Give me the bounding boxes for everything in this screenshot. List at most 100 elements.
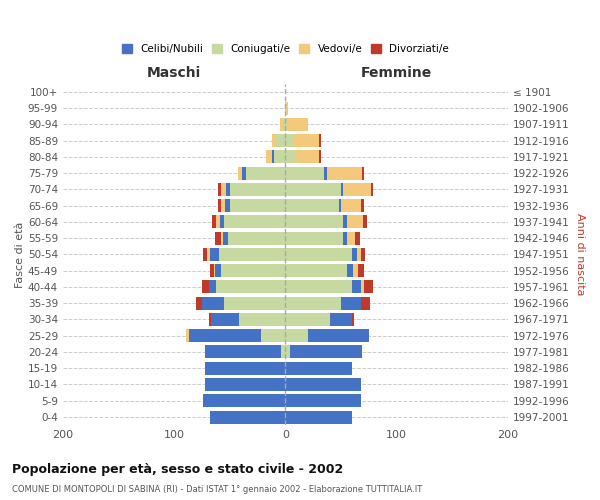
Bar <box>347 264 353 277</box>
Bar <box>221 232 223 244</box>
Bar <box>274 150 286 164</box>
Bar <box>238 166 242 179</box>
Bar <box>224 296 286 310</box>
Bar <box>210 248 218 261</box>
Bar <box>290 346 362 358</box>
Bar <box>286 118 287 131</box>
Bar <box>280 118 283 131</box>
Bar <box>215 264 221 277</box>
Bar <box>286 296 341 310</box>
Bar <box>211 313 239 326</box>
Bar <box>214 264 215 277</box>
Bar <box>225 199 230 212</box>
Bar <box>364 280 373 293</box>
Bar <box>196 296 202 310</box>
Bar <box>209 313 211 326</box>
Bar <box>355 232 360 244</box>
Bar <box>286 394 361 407</box>
Bar <box>218 248 286 261</box>
Bar <box>203 248 208 261</box>
Bar <box>286 410 352 424</box>
Bar <box>227 232 286 244</box>
Bar <box>223 232 227 244</box>
Text: COMUNE DI MONTOPOLI DI SABINA (RI) - Dati ISTAT 1° gennaio 2002 - Elaborazione T: COMUNE DI MONTOPOLI DI SABINA (RI) - Dat… <box>12 485 422 494</box>
Bar <box>230 199 286 212</box>
Bar <box>215 232 221 244</box>
Bar <box>286 232 343 244</box>
Y-axis label: Fasce di età: Fasce di età <box>15 221 25 288</box>
Bar <box>361 296 370 310</box>
Bar <box>226 183 230 196</box>
Bar <box>286 378 361 391</box>
Bar <box>319 134 321 147</box>
Bar <box>247 166 286 179</box>
Bar <box>347 216 363 228</box>
Bar <box>205 346 281 358</box>
Bar <box>294 134 319 147</box>
Bar <box>343 216 347 228</box>
Legend: Celibi/Nubili, Coniugati/e, Vedovi/e, Divorziati/e: Celibi/Nubili, Coniugati/e, Vedovi/e, Di… <box>119 41 452 58</box>
Bar <box>361 248 365 261</box>
Bar <box>218 199 221 212</box>
Bar <box>286 134 294 147</box>
Bar <box>224 216 286 228</box>
Bar <box>272 150 274 164</box>
Bar <box>341 183 343 196</box>
Bar <box>281 346 286 358</box>
Bar <box>202 296 224 310</box>
Bar <box>347 232 355 244</box>
Bar <box>343 183 371 196</box>
Bar <box>362 166 364 179</box>
Bar <box>188 329 261 342</box>
Bar <box>330 313 352 326</box>
Bar <box>205 378 286 391</box>
Bar <box>286 329 308 342</box>
Bar <box>361 199 364 212</box>
Bar <box>209 280 217 293</box>
Bar <box>356 248 361 261</box>
Bar <box>205 362 286 374</box>
Bar <box>221 199 225 212</box>
Bar <box>361 280 364 293</box>
Bar <box>210 264 214 277</box>
Bar <box>283 118 286 131</box>
Bar <box>286 183 341 196</box>
Text: Maschi: Maschi <box>147 66 201 80</box>
Bar <box>308 329 369 342</box>
Bar <box>208 248 210 261</box>
Bar <box>212 216 217 228</box>
Text: Popolazione per età, sesso e stato civile - 2002: Popolazione per età, sesso e stato civil… <box>12 462 343 475</box>
Bar <box>287 118 308 131</box>
Bar <box>272 134 277 147</box>
Bar <box>363 216 367 228</box>
Bar <box>218 183 221 196</box>
Bar <box>341 296 361 310</box>
Bar <box>230 183 286 196</box>
Bar <box>217 280 286 293</box>
Bar <box>326 166 362 179</box>
Text: Femmine: Femmine <box>361 66 432 80</box>
Bar <box>266 150 272 164</box>
Bar <box>286 264 347 277</box>
Bar <box>352 248 356 261</box>
Bar <box>277 134 286 147</box>
Bar <box>371 183 373 196</box>
Bar <box>187 329 188 342</box>
Bar <box>210 410 286 424</box>
Y-axis label: Anni di nascita: Anni di nascita <box>575 213 585 296</box>
Bar <box>319 150 321 164</box>
Bar <box>242 166 247 179</box>
Bar <box>343 232 347 244</box>
Bar <box>286 248 352 261</box>
Bar <box>221 183 226 196</box>
Bar <box>203 394 286 407</box>
Bar <box>286 102 287 114</box>
Bar <box>286 199 339 212</box>
Bar <box>324 166 326 179</box>
Bar <box>352 280 361 293</box>
Bar <box>217 216 220 228</box>
Bar <box>353 264 358 277</box>
Bar <box>239 313 286 326</box>
Bar <box>286 166 324 179</box>
Bar <box>286 313 330 326</box>
